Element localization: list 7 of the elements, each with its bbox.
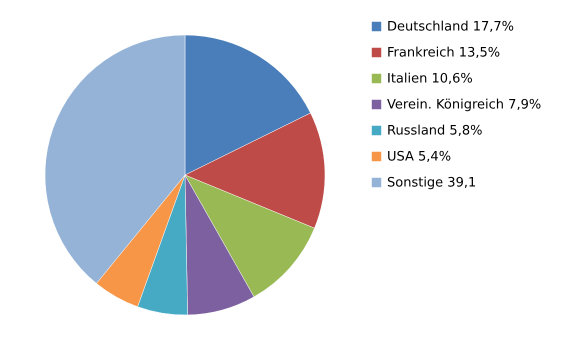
legend-label: Italien 10,6% bbox=[387, 72, 473, 86]
legend-label: Verein. Königreich 7,9% bbox=[387, 98, 542, 112]
legend-label: Frankreich 13,5% bbox=[387, 46, 500, 60]
legend-label: Deutschland 17,7% bbox=[387, 20, 514, 34]
legend-label: Russland 5,8% bbox=[387, 124, 482, 138]
legend-label: USA 5,4% bbox=[387, 150, 452, 164]
legend-label: Sonstige 39,1 bbox=[387, 176, 476, 190]
